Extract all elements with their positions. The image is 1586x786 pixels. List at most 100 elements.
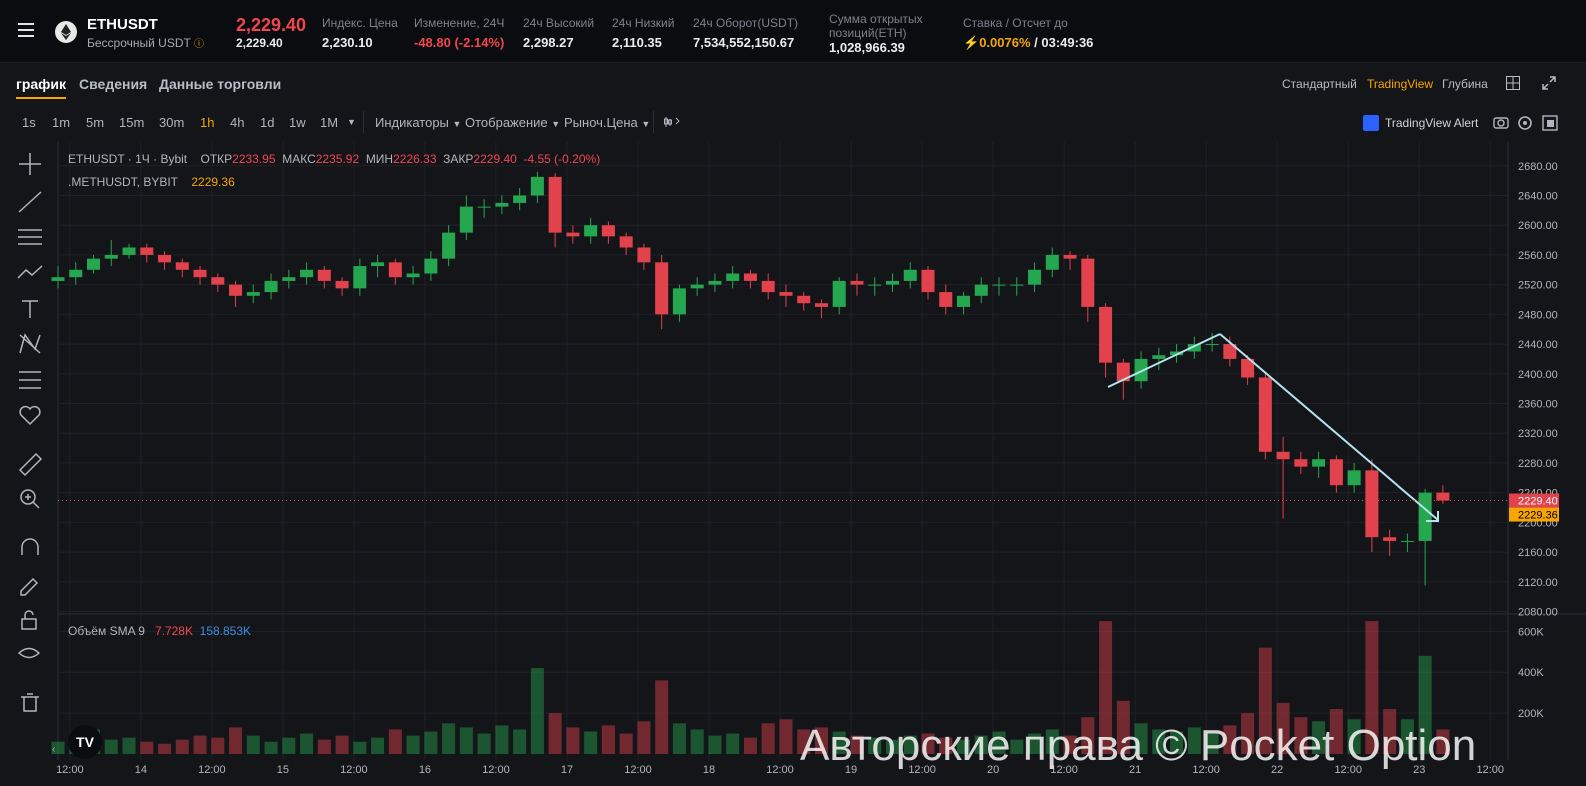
y-tick-label: 2440.00 [1518,339,1558,351]
volume-bar [1329,709,1343,754]
legend-label: ЗАКР [443,152,474,166]
toolbar-text: Индикаторы [375,115,449,130]
candle-body [1312,459,1326,467]
volume-bar [1187,727,1201,754]
x-tick-label: 12:00 [908,764,936,776]
tab[interactable]: Сведения [79,76,148,92]
toolbar-button[interactable]: Индикаторы ▼ [375,115,461,130]
volume-bar [300,733,314,754]
shapes-tool[interactable] [19,333,41,354]
candle-body [1099,306,1113,363]
stat-value: 2,298.27 [523,35,574,50]
volume-bar [1258,647,1272,754]
favorites-tool[interactable] [19,405,41,426]
interval[interactable]: 15m [119,115,145,130]
volume-bar [1400,719,1414,754]
candle-body [69,269,83,278]
tab-active[interactable]: график [16,76,67,92]
zoom-tool[interactable] [20,489,36,505]
volume-bar [495,725,509,754]
contract-text: Бессрочный USDT [87,36,191,50]
ruler-tool[interactable] [18,452,43,477]
volume-bar [1418,655,1432,754]
volume-bar [779,719,793,754]
interval[interactable]: 1w [289,115,306,130]
funding-label: Ставка / Отсчет до [963,16,1068,30]
view-option[interactable]: Глубина [1442,77,1488,91]
tab[interactable]: Данные торговли [159,76,282,92]
volume-bar [1152,729,1166,754]
volume-bar [175,739,189,754]
volume-bar [1223,725,1237,754]
candle-body [1436,492,1450,501]
tv-logo[interactable] [68,725,102,759]
lock-tool[interactable] [21,618,37,630]
volume-bar [1099,621,1113,754]
pattern-tool[interactable] [17,265,43,279]
lock-drawing-tool[interactable] [20,577,39,596]
candle-body [530,176,544,196]
text-tool[interactable] [22,300,38,318]
toolbar-button[interactable]: Отображение ▼ [465,115,560,130]
view-option-active[interactable]: TradingView [1367,77,1434,91]
interval[interactable]: 1d [260,115,275,130]
funding: Ставка / Отсчет до ⚡0.0076% / 03:49:36 [963,16,1093,51]
legend-value: 2233.95 [232,152,276,166]
x-tick-label: 15 [277,764,289,776]
candle-body [672,288,686,315]
candle-body [1383,537,1397,541]
menu-icon[interactable] [16,20,36,40]
volume-bar [424,731,438,754]
tab-underline [16,97,66,99]
measure-tool[interactable] [19,371,41,389]
plot-background [58,142,1508,760]
y-tick-label: 2360.00 [1518,399,1558,411]
info-icon[interactable]: ⓘ [193,39,204,50]
candle-body [1152,355,1166,359]
interval[interactable]: 1M [320,115,339,130]
candle-body [1170,351,1184,356]
volume-bar [726,733,740,754]
fib-tool[interactable] [18,229,42,245]
volume-bar [885,739,899,754]
chart-type-icon[interactable] [663,115,689,129]
fullscreen-icon[interactable] [1541,75,1557,91]
candle-body [1116,362,1130,382]
volume-bar [566,727,580,754]
volume-bar [690,729,704,754]
magnet-tool[interactable] [21,538,39,555]
view-option[interactable]: Стандартный [1282,77,1357,91]
interval[interactable]: 30m [159,115,185,130]
legend-value: 2235.92 [315,152,360,166]
y-tick-label: 2480.00 [1518,309,1558,321]
interval[interactable]: 4h [230,115,245,130]
stat: 24ч Низкий 2,110.35 [612,16,674,50]
bolt-icon: ⚡ [963,35,980,50]
hide-tool[interactable] [17,647,41,659]
x-tick-label: 20 [987,764,999,776]
x-tick-label: 16 [419,764,431,776]
delete-tool[interactable] [21,693,39,712]
volume-bar [601,725,615,754]
scroll-left[interactable]: ‹ [52,744,55,755]
x-tick-label: 12:00 [1334,764,1362,776]
interval-active[interactable]: 1h [200,115,215,130]
crosshair-tool[interactable] [19,153,41,175]
volume-bar [655,680,669,754]
symbol[interactable]: ETHUSDT [87,16,158,33]
interval[interactable]: 1m [52,115,71,130]
volume-title: Объём SMA 9 [68,624,145,638]
mark-price-tag [1509,507,1559,522]
interval[interactable]: 1s [22,115,36,130]
legend-label: МИН [365,152,394,166]
interval[interactable]: 5m [86,115,105,130]
dropdown-arrow[interactable]: ▼ [347,117,356,127]
candle-body [1028,269,1042,285]
layout-icon[interactable] [1505,75,1521,91]
chart-tools[interactable] [1492,114,1562,132]
volume-bar [530,668,544,754]
toolbar-button[interactable]: Рыноч.Цена ▼ [564,115,650,130]
candle-body [246,292,260,296]
x-tick-label: 18 [703,764,715,776]
trendline-tool[interactable] [18,191,42,213]
